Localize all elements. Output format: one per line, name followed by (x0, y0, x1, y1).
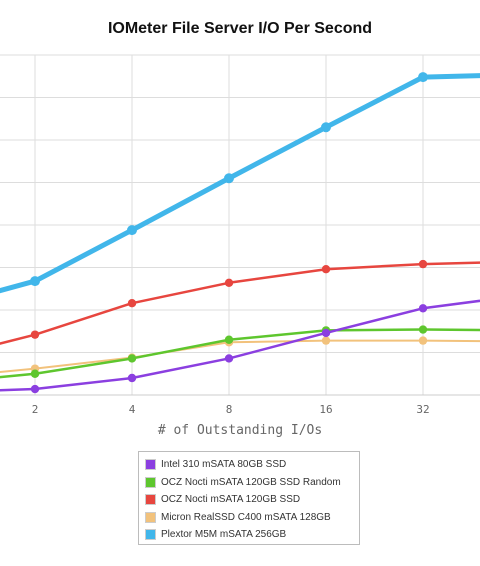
legend-item: OCZ Nocti mSATA 120GB SSD Random (145, 474, 353, 492)
data-point (321, 328, 331, 338)
legend-swatch (145, 511, 156, 523)
data-point (321, 122, 331, 133)
legend-swatch (145, 476, 156, 488)
data-point (30, 384, 40, 394)
data-point (418, 325, 428, 334)
data-point (30, 369, 40, 378)
x-tick-label: 32 (416, 403, 429, 416)
data-point (224, 173, 234, 184)
data-point (127, 373, 137, 383)
series-line (0, 73, 480, 294)
x-tick-label: 8 (226, 403, 233, 416)
data-point (30, 276, 40, 287)
x-tick-label: 4 (129, 403, 136, 416)
data-point (224, 278, 234, 287)
legend-item: OCZ Nocti mSATA 120GB SSD (145, 491, 353, 509)
data-point (321, 336, 331, 345)
x-tick-label: 16 (319, 403, 332, 416)
legend-swatch (145, 529, 156, 541)
data-point (224, 335, 234, 344)
legend: Intel 310 mSATA 80GB SSD OCZ Nocti mSATA… (138, 451, 360, 545)
legend-swatch (145, 459, 156, 471)
data-point (30, 330, 40, 339)
data-point (224, 354, 234, 363)
legend-label: Micron RealSSD C400 mSATA 128GB (161, 511, 331, 523)
data-point (321, 265, 331, 274)
data-point (418, 304, 428, 313)
series-line (0, 339, 480, 374)
data-point (418, 336, 428, 345)
legend-item: Micron RealSSD C400 mSATA 128GB (145, 509, 353, 527)
data-point (127, 299, 137, 308)
legend-label: OCZ Nocti mSATA 120GB SSD Random (161, 476, 341, 488)
legend-swatch (145, 494, 156, 506)
legend-item: Intel 310 mSATA 80GB SSD (145, 456, 353, 474)
data-point (418, 72, 428, 83)
legend-label: Plextor M5M mSATA 256GB (161, 529, 287, 541)
data-point (418, 259, 428, 269)
x-tick-label: 2 (32, 403, 39, 416)
legend-item: Plextor M5M mSATA 256GB (145, 526, 353, 544)
chart-title: IOMeter File Server I/O Per Second (107, 20, 373, 37)
plot-area: 2 4 8 16 32 (0, 54, 480, 416)
legend-label: OCZ Nocti mSATA 120GB SSD (161, 494, 301, 506)
legend-label: Intel 310 mSATA 80GB SSD (161, 459, 287, 471)
x-axis-title: # of Outstanding I/Os (157, 423, 323, 438)
data-point (127, 225, 137, 236)
data-point (127, 354, 137, 363)
